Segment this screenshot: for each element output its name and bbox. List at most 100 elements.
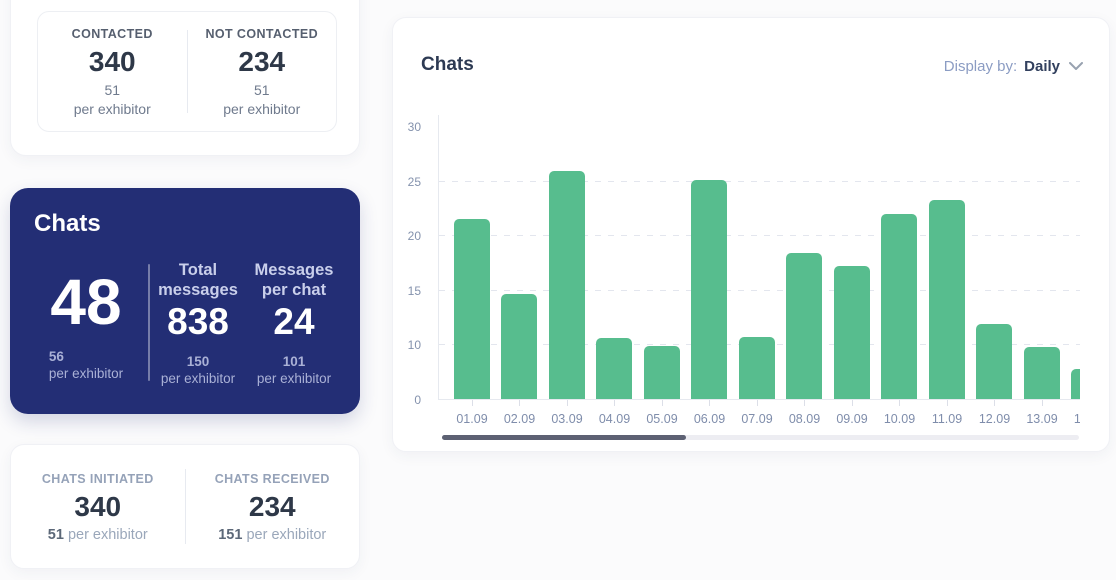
x-tick-label: 13.09 [1026, 412, 1058, 426]
x-tick-mark [614, 400, 615, 406]
x-tick-11.09: 11.09 [923, 400, 971, 426]
display-by-dropdown[interactable]: Display by: Daily [944, 58, 1083, 75]
display-by-label: Display by: [943, 58, 1018, 75]
messages-per-chat-value: 24 [273, 301, 315, 342]
chart-scrollbar-thumb[interactable] [442, 435, 686, 440]
bar-10.09[interactable] [881, 214, 918, 399]
bar-03.09[interactable] [548, 170, 585, 399]
chats-chart-card: Chats Display by: Daily 0 10 15 20 25 30 01.0… [392, 17, 1110, 452]
chart-plot-viewport: 01.09 02.09 03.09 04.09 05.09 06.09 07.09 08.09… [439, 127, 1080, 431]
gridline-20 [439, 235, 1080, 237]
chats-initiated-value: 340 [74, 491, 122, 522]
contacted-per-exhibitor: 51 per exhibitor [73, 82, 151, 117]
messages-per-chat-per-exhibitor: 101 per exhibitor [256, 354, 332, 386]
chats-total-stat: 48 56 per exhibitor [24, 258, 148, 387]
x-tick-label: 02.09 [503, 412, 536, 426]
x-tick-02.09: 02.09 [496, 400, 544, 426]
x-tick-label: 08.09 [788, 412, 821, 426]
x-tick-label: 12.09 [978, 412, 1011, 426]
contacts-summary-card: CONTACTED 340 51 per exhibitor NOT CONTA… [10, 0, 360, 156]
chats-received-stat: CHATS RECEIVED 234 151 per exhibitor [186, 445, 360, 568]
x-tick-label: 11.09 [931, 412, 963, 426]
bar-05.09[interactable] [643, 346, 680, 399]
x-tick-10.09: 10.09 [876, 400, 924, 426]
x-axis-line [439, 399, 1080, 400]
x-tick-mark [804, 400, 805, 406]
bar-08.09[interactable] [786, 252, 823, 399]
x-tick-mark [566, 400, 568, 406]
display-by-value: Daily [1024, 58, 1060, 75]
bar-01.09[interactable] [453, 218, 490, 399]
x-tick-label: 01.09 [456, 412, 488, 426]
y-tick-label: 0 [414, 393, 421, 407]
divider [184, 469, 186, 544]
x-tick-12.09: 12.09 [971, 400, 1019, 426]
x-tick-label: 10.09 [883, 412, 916, 426]
x-tick-mark [519, 400, 520, 406]
contacted-label: CONTACTED [71, 27, 153, 41]
x-tick-01.09: 01.09 [448, 400, 496, 426]
y-tick-label: 15 [407, 283, 421, 298]
bar-04.09[interactable] [596, 337, 633, 399]
total-messages-per-exhibitor: 150 per exhibitor [160, 354, 236, 386]
x-tick-mark [994, 400, 995, 406]
divider [148, 264, 150, 381]
x-tick-label: 14.09 [1073, 412, 1080, 426]
y-axis: 0 10 15 20 25 30 [393, 120, 429, 407]
x-tick-label: 04.09 [598, 412, 631, 426]
not-contacted-per-exhibitor: 51 per exhibitor [223, 82, 301, 117]
x-tick-05.09: 05.09 [638, 400, 686, 426]
y-tick-label: 30 [407, 120, 421, 134]
bar-09.09[interactable] [833, 265, 870, 399]
x-tick-03.09: 03.09 [543, 400, 591, 426]
bar-11.09[interactable] [928, 200, 965, 399]
not-contacted-stat: NOT CONTACTED 234 51 per exhibitor [188, 12, 337, 131]
bar-13.09[interactable] [1023, 346, 1060, 399]
chart-plot [439, 127, 1080, 400]
contacted-stat: CONTACTED 340 51 per exhibitor [38, 12, 187, 131]
chats-summary-title: Chats [34, 210, 101, 237]
chats-breakdown-card: CHATS INITIATED 340 51 per exhibitor CHA… [10, 444, 360, 569]
bar-07.09[interactable] [738, 336, 775, 399]
chats-summary-card: Chats 48 56 per exhibitor Total messages… [10, 188, 360, 414]
chart-title: Chats [421, 54, 474, 75]
chats-received-per-exhibitor: 151 per exhibitor [218, 527, 327, 543]
gridline-25 [439, 180, 1080, 182]
x-tick-label: 03.09 [551, 412, 583, 426]
gridline-15 [439, 289, 1080, 291]
x-tick-mark [1041, 400, 1043, 406]
chats-received-value: 234 [248, 491, 296, 522]
bar-02.09[interactable] [501, 294, 538, 399]
y-tick-label: 20 [407, 229, 421, 244]
x-tick-14.09: 14.09 [1066, 400, 1080, 426]
y-tick-label: 25 [407, 174, 421, 189]
x-tick-mark [661, 400, 663, 406]
chats-total-per-exhibitor: 56 per exhibitor [48, 349, 124, 381]
divider [186, 30, 188, 113]
total-messages-header: Total messages [158, 261, 238, 299]
x-tick-mark [709, 400, 710, 406]
contacts-stats-panel: CONTACTED 340 51 per exhibitor NOT CONTA… [37, 11, 337, 132]
x-tick-mark [471, 400, 473, 406]
x-tick-label: 07.09 [741, 412, 773, 426]
x-tick-07.09: 07.09 [733, 400, 781, 426]
x-tick-mark [756, 400, 758, 406]
x-axis-labels: 01.09 02.09 03.09 04.09 05.09 06.09 07.09 08.09… [439, 400, 1080, 430]
bar-12.09[interactable] [976, 323, 1013, 399]
chats-total-value: 48 [50, 266, 122, 338]
messages-per-chat-header: Messages per chat [254, 261, 334, 299]
x-tick-label: 09.09 [836, 412, 868, 426]
bar-14.09[interactable] [1071, 368, 1080, 399]
x-tick-mark [899, 400, 900, 406]
x-tick-13.09: 13.09 [1018, 400, 1066, 426]
x-tick-mark [946, 400, 948, 406]
not-contacted-label: NOT CONTACTED [205, 27, 319, 41]
chart-scrollbar[interactable] [442, 435, 1079, 440]
x-tick-06.09: 06.09 [686, 400, 734, 426]
x-tick-label: 05.09 [646, 412, 678, 426]
bar-06.09[interactable] [691, 179, 728, 399]
chevron-down-icon [1069, 62, 1083, 71]
x-tick-08.09: 08.09 [781, 400, 829, 426]
x-tick-mark [851, 400, 853, 406]
x-tick-04.09: 04.09 [591, 400, 639, 426]
